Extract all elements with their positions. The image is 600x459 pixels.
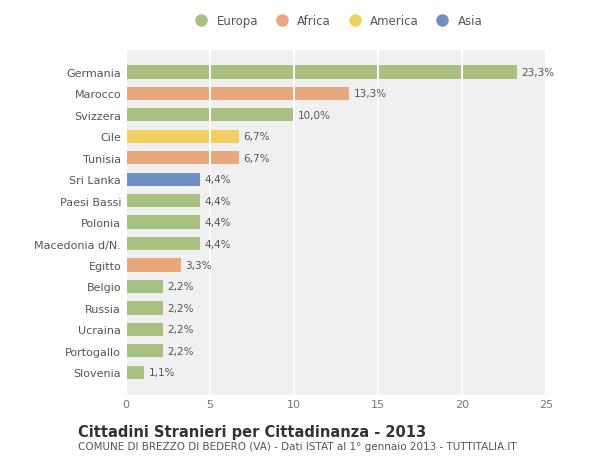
Bar <box>126 173 200 186</box>
Legend: Europa, Africa, America, Asia: Europa, Africa, America, Asia <box>190 15 482 28</box>
Bar <box>126 280 163 293</box>
Bar <box>126 195 200 208</box>
Text: 13,3%: 13,3% <box>353 89 387 99</box>
Text: 4,4%: 4,4% <box>204 218 230 228</box>
Text: 1,1%: 1,1% <box>149 368 175 377</box>
Text: Cittadini Stranieri per Cittadinanza - 2013: Cittadini Stranieri per Cittadinanza - 2… <box>78 424 426 439</box>
Bar <box>126 216 200 229</box>
Bar <box>126 109 294 122</box>
Bar <box>126 366 145 379</box>
Bar <box>126 237 200 251</box>
Bar <box>126 66 517 79</box>
Bar <box>126 88 349 101</box>
Bar <box>126 152 239 165</box>
Text: COMUNE DI BREZZO DI BEDERO (VA) - Dati ISTAT al 1° gennaio 2013 - TUTTITALIA.IT: COMUNE DI BREZZO DI BEDERO (VA) - Dati I… <box>78 441 517 451</box>
Text: 3,3%: 3,3% <box>185 260 212 270</box>
Text: 4,4%: 4,4% <box>204 239 230 249</box>
Bar <box>126 302 163 315</box>
Text: 4,4%: 4,4% <box>204 175 230 185</box>
Bar <box>126 323 163 336</box>
Text: 2,2%: 2,2% <box>167 282 194 292</box>
Text: 6,7%: 6,7% <box>243 153 269 163</box>
Text: 6,7%: 6,7% <box>243 132 269 142</box>
Text: 10,0%: 10,0% <box>298 111 331 121</box>
Text: 4,4%: 4,4% <box>204 196 230 206</box>
Text: 2,2%: 2,2% <box>167 303 194 313</box>
Bar <box>126 130 239 144</box>
Text: 2,2%: 2,2% <box>167 325 194 335</box>
Text: 2,2%: 2,2% <box>167 346 194 356</box>
Bar <box>126 259 181 272</box>
Bar <box>126 344 163 358</box>
Text: 23,3%: 23,3% <box>521 68 555 78</box>
